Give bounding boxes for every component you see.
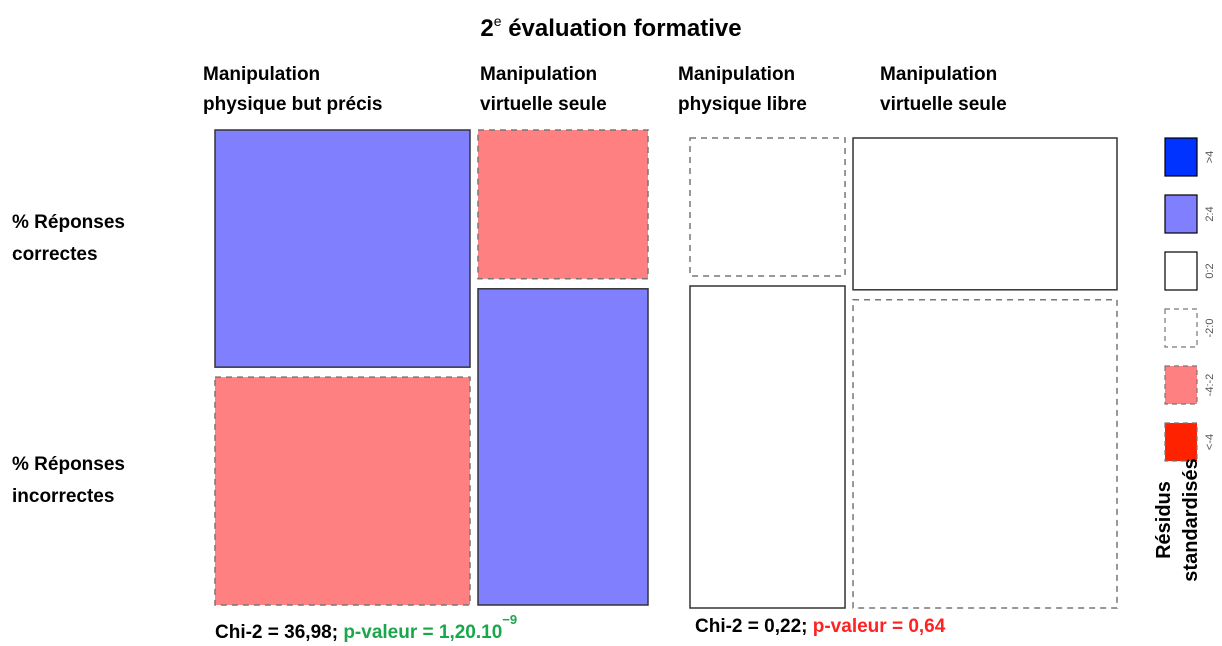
mosaic-tile — [689, 285, 846, 609]
mosaic-tile — [477, 129, 649, 280]
mosaic-tile — [852, 137, 1118, 291]
legend-title: standardisés — [1180, 458, 1202, 581]
p-value-exponent: −9 — [502, 612, 517, 627]
p-value: p-valeur = 1,20.10 — [343, 622, 502, 643]
mosaic-tile — [214, 376, 471, 606]
title-rest: évaluation formative — [502, 15, 742, 42]
mosaic-tile — [214, 129, 471, 368]
legend-label: 2:4 — [1204, 206, 1216, 221]
column-label: virtuelle seule — [480, 94, 607, 115]
row-label: correctes — [12, 244, 98, 265]
legend-swatch — [1164, 422, 1198, 462]
column-label: physique libre — [678, 94, 807, 115]
p-value: p-valeur = 0,64 — [813, 616, 946, 637]
column-label: virtuelle seule — [880, 94, 1007, 115]
column-label: Manipulation — [880, 64, 997, 85]
legend-swatch — [1164, 251, 1198, 291]
chi2: Chi-2 = 0,22; — [695, 616, 813, 637]
legend-label: -4:-2 — [1204, 374, 1216, 397]
legend-swatch — [1164, 365, 1198, 405]
chi2: Chi-2 = 36,98; — [215, 622, 343, 643]
title-main: 2 — [480, 15, 493, 42]
chart-title: 2e évaluation formative — [480, 13, 741, 42]
legend-label: >4 — [1204, 151, 1216, 164]
legend-label: <-4 — [1204, 434, 1216, 450]
row-label: % Réponses — [12, 212, 125, 233]
test-result: Chi-2 = 36,98; p-valeur = 1,20.10−9 — [215, 612, 517, 643]
row-label: % Réponses — [12, 454, 125, 475]
legend-title: Résidus — [1153, 481, 1175, 559]
mosaic-tile — [477, 288, 649, 606]
title-sup: e — [494, 13, 502, 29]
row-label: incorrectes — [12, 486, 114, 507]
test-result: Chi-2 = 0,22; p-valeur = 0,64 — [695, 616, 946, 637]
legend-label: 0:2 — [1204, 263, 1216, 278]
legend-swatch — [1164, 137, 1198, 177]
mosaic-tile — [852, 299, 1118, 609]
legend-label: -2:0 — [1204, 319, 1216, 338]
column-label: Manipulation — [480, 64, 597, 85]
legend-swatch — [1164, 194, 1198, 234]
mosaic-tile — [689, 137, 846, 277]
column-label: Manipulation — [678, 64, 795, 85]
column-label: physique but précis — [203, 94, 382, 115]
column-label: Manipulation — [203, 64, 320, 85]
legend-swatch — [1164, 308, 1198, 348]
